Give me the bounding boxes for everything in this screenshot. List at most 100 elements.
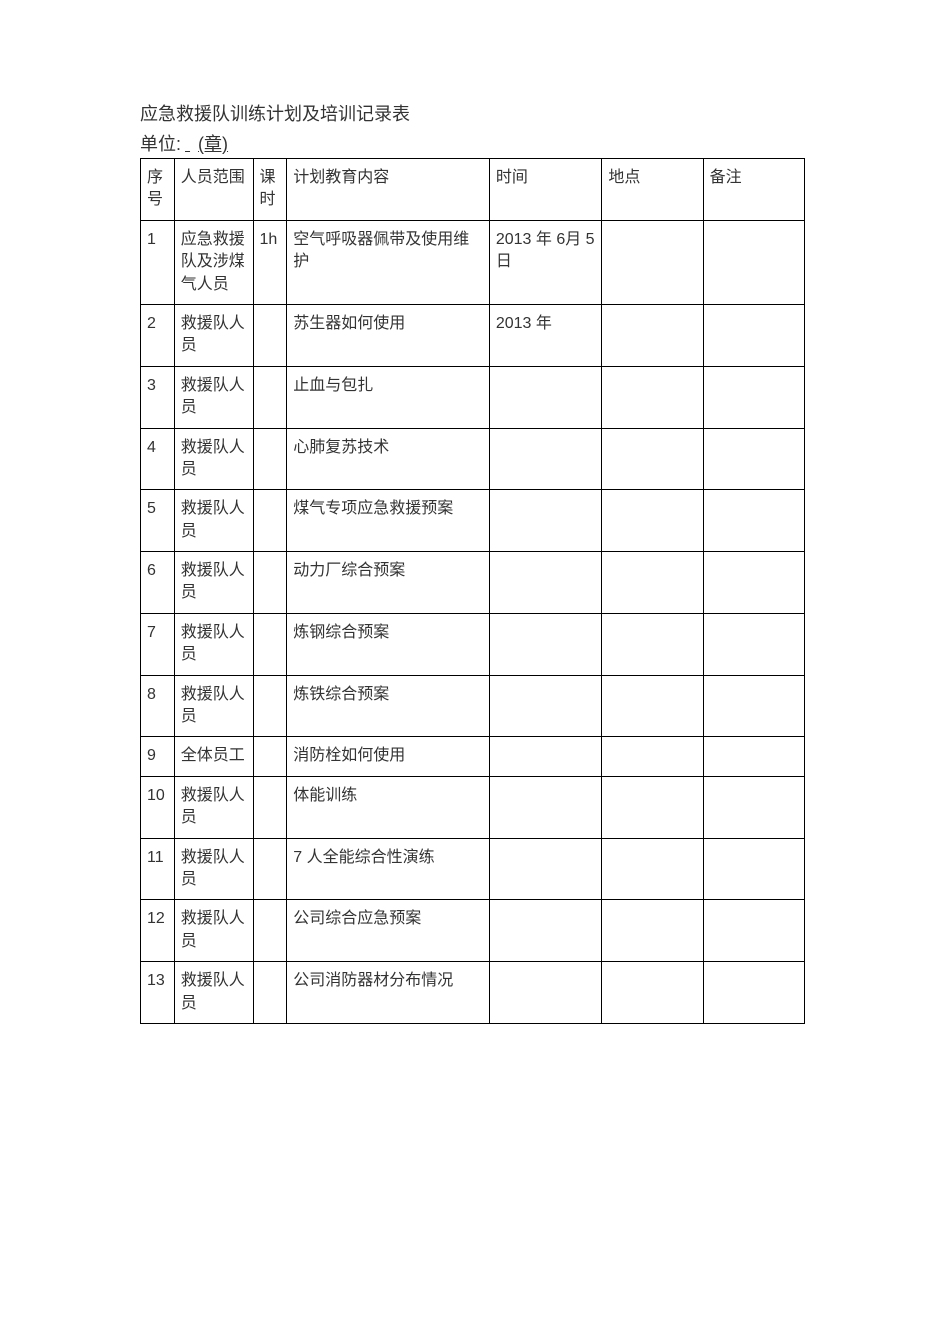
cell-hours: 1h [253,220,287,304]
cell-place [602,962,703,1024]
cell-content: 炼钢综合预案 [287,613,490,675]
cell-remark [703,962,804,1024]
table-row: 6救援队人员动力厂综合预案 [141,552,805,614]
col-header-content: 计划教育内容 [287,159,490,221]
cell-scope: 救援队人员 [174,675,253,737]
table-row: 1应急救援队及涉煤气人员1h空气呼吸器佩带及使用维护2013 年 6月 5 日 [141,220,805,304]
cell-remark [703,675,804,737]
table-row: 4救援队人员心肺复苏技术 [141,428,805,490]
cell-hours [253,613,287,675]
cell-content: 炼铁综合预案 [287,675,490,737]
cell-scope: 救援队人员 [174,776,253,838]
cell-time [489,366,602,428]
cell-content: 消防栓如何使用 [287,737,490,776]
cell-hours [253,366,287,428]
unit-line: 单位: (章) [140,130,805,156]
cell-hours [253,428,287,490]
cell-hours [253,552,287,614]
cell-place [602,366,703,428]
cell-scope: 救援队人员 [174,490,253,552]
cell-seq: 5 [141,490,175,552]
cell-seq: 8 [141,675,175,737]
cell-remark [703,220,804,304]
cell-scope: 救援队人员 [174,613,253,675]
cell-scope: 全体员工 [174,737,253,776]
cell-place [602,428,703,490]
cell-time [489,776,602,838]
cell-seq: 11 [141,838,175,900]
cell-time [489,490,602,552]
cell-time: 2013 年 6月 5 日 [489,220,602,304]
cell-content: 苏生器如何使用 [287,304,490,366]
cell-remark [703,613,804,675]
table-row: 3救援队人员止血与包扎 [141,366,805,428]
cell-remark [703,490,804,552]
cell-content: 公司综合应急预案 [287,900,490,962]
cell-content: 7 人全能综合性演练 [287,838,490,900]
cell-remark [703,776,804,838]
cell-time [489,675,602,737]
cell-remark [703,838,804,900]
cell-place [602,776,703,838]
cell-content: 公司消防器材分布情况 [287,962,490,1024]
cell-seq: 3 [141,366,175,428]
cell-remark [703,552,804,614]
cell-remark [703,304,804,366]
table-header-row: 序号 人员范围 课时 计划教育内容 时间 地点 备注 [141,159,805,221]
cell-scope: 救援队人员 [174,304,253,366]
table-row: 5救援队人员煤气专项应急救援预案 [141,490,805,552]
cell-seq: 2 [141,304,175,366]
cell-content: 心肺复苏技术 [287,428,490,490]
cell-scope: 救援队人员 [174,900,253,962]
cell-hours [253,838,287,900]
cell-content: 煤气专项应急救援预案 [287,490,490,552]
cell-remark [703,366,804,428]
cell-time [489,900,602,962]
cell-scope: 救援队人员 [174,552,253,614]
cell-time [489,552,602,614]
cell-hours [253,675,287,737]
table-row: 12救援队人员公司综合应急预案 [141,900,805,962]
cell-scope: 应急救援队及涉煤气人员 [174,220,253,304]
cell-hours [253,900,287,962]
unit-label: 单位: [140,134,181,154]
cell-seq: 6 [141,552,175,614]
training-table: 序号 人员范围 课时 计划教育内容 时间 地点 备注 1应急救援队及涉煤气人员1… [140,158,805,1024]
document-title: 应急救援队训练计划及培训记录表 [140,100,805,126]
col-header-scope: 人员范围 [174,159,253,221]
cell-time [489,962,602,1024]
cell-place [602,838,703,900]
cell-hours [253,490,287,552]
cell-scope: 救援队人员 [174,366,253,428]
cell-seq: 10 [141,776,175,838]
cell-time [489,737,602,776]
col-header-time: 时间 [489,159,602,221]
table-body: 1应急救援队及涉煤气人员1h空气呼吸器佩带及使用维护2013 年 6月 5 日2… [141,220,805,1023]
cell-seq: 12 [141,900,175,962]
cell-place [602,737,703,776]
table-row: 13救援队人员公司消防器材分布情况 [141,962,805,1024]
cell-content: 体能训练 [287,776,490,838]
cell-hours [253,304,287,366]
table-row: 2救援队人员苏生器如何使用2013 年 [141,304,805,366]
cell-scope: 救援队人员 [174,428,253,490]
cell-remark [703,737,804,776]
cell-time [489,613,602,675]
cell-seq: 7 [141,613,175,675]
cell-hours [253,776,287,838]
cell-time [489,428,602,490]
cell-place [602,490,703,552]
cell-place [602,900,703,962]
table-row: 11救援队人员7 人全能综合性演练 [141,838,805,900]
cell-seq: 9 [141,737,175,776]
unit-blank [181,134,194,154]
cell-content: 空气呼吸器佩带及使用维护 [287,220,490,304]
cell-place [602,304,703,366]
cell-seq: 4 [141,428,175,490]
col-header-hours: 课时 [253,159,287,221]
cell-remark [703,428,804,490]
cell-seq: 13 [141,962,175,1024]
cell-time: 2013 年 [489,304,602,366]
cell-place [602,675,703,737]
unit-suffix: (章) [194,134,232,154]
